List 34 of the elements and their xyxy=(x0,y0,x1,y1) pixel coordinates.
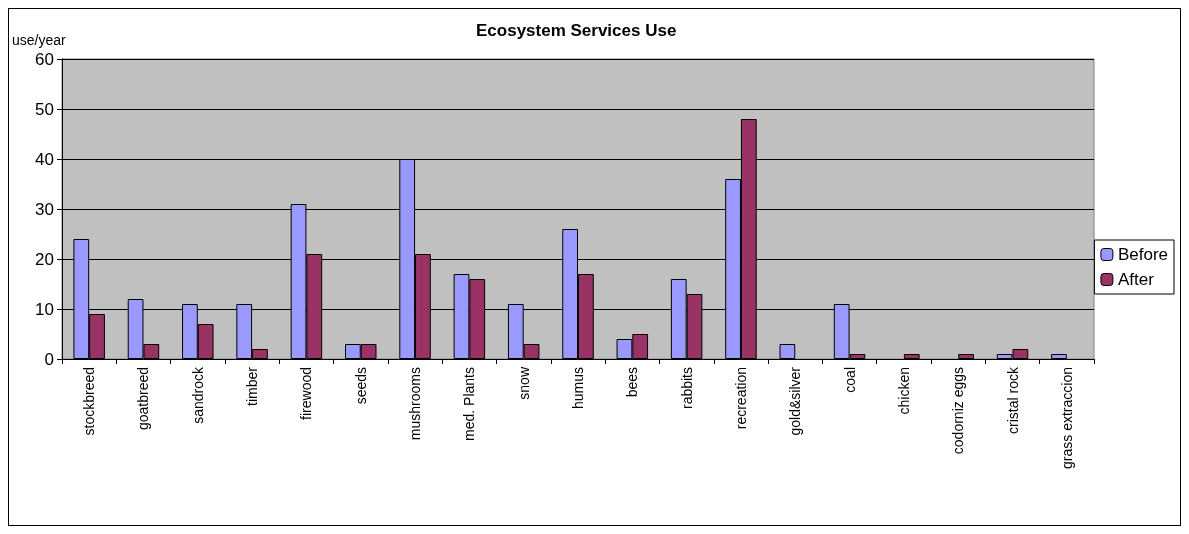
x-tick-label: rabbits xyxy=(678,367,695,410)
bar xyxy=(958,354,974,359)
bar xyxy=(1051,354,1067,359)
y-tick-label: 30 xyxy=(35,199,54,219)
x-tick-label: humus xyxy=(570,367,586,410)
x-tick-label: gold&silver xyxy=(787,366,804,436)
y-tick-label: 50 xyxy=(35,99,54,119)
x-tick-label: coal xyxy=(841,367,858,393)
x-tick-label: mushrooms xyxy=(407,367,424,441)
legend-label: After xyxy=(1117,270,1155,289)
chart-title: Ecosystem Services Use xyxy=(476,21,677,40)
x-tick-label: grass extraccion xyxy=(1058,367,1075,469)
y-tick-label: 60 xyxy=(35,49,54,69)
y-tick-label: 20 xyxy=(35,249,54,269)
x-tick-label: stockbreed xyxy=(81,367,98,436)
bar xyxy=(903,354,920,359)
bar xyxy=(779,344,796,359)
x-tick-label: codorniz eggs xyxy=(950,367,967,455)
x-tick-label: chicken xyxy=(895,367,912,415)
x-tick-label: goatbreed xyxy=(135,367,152,431)
x-tick-label: firewood xyxy=(298,367,315,420)
y-axis-title: use/year xyxy=(12,32,67,48)
y-tick-label: 10 xyxy=(35,299,54,319)
x-tick-label: seeds xyxy=(352,367,369,405)
x-tick-label: cristal rock xyxy=(1004,366,1021,434)
y-tick-label: 40 xyxy=(35,149,54,169)
x-tick-label: recreation xyxy=(732,367,749,430)
x-tick-label: bees xyxy=(624,367,641,398)
x-tick-label: snow xyxy=(515,366,532,400)
x-tick-label: med. Plants xyxy=(461,367,478,441)
legend-label: Before xyxy=(1117,245,1169,264)
x-tick-label: sandrock xyxy=(189,366,206,424)
y-tick-label: 0 xyxy=(44,349,54,369)
x-tick-label: timber xyxy=(244,366,261,406)
